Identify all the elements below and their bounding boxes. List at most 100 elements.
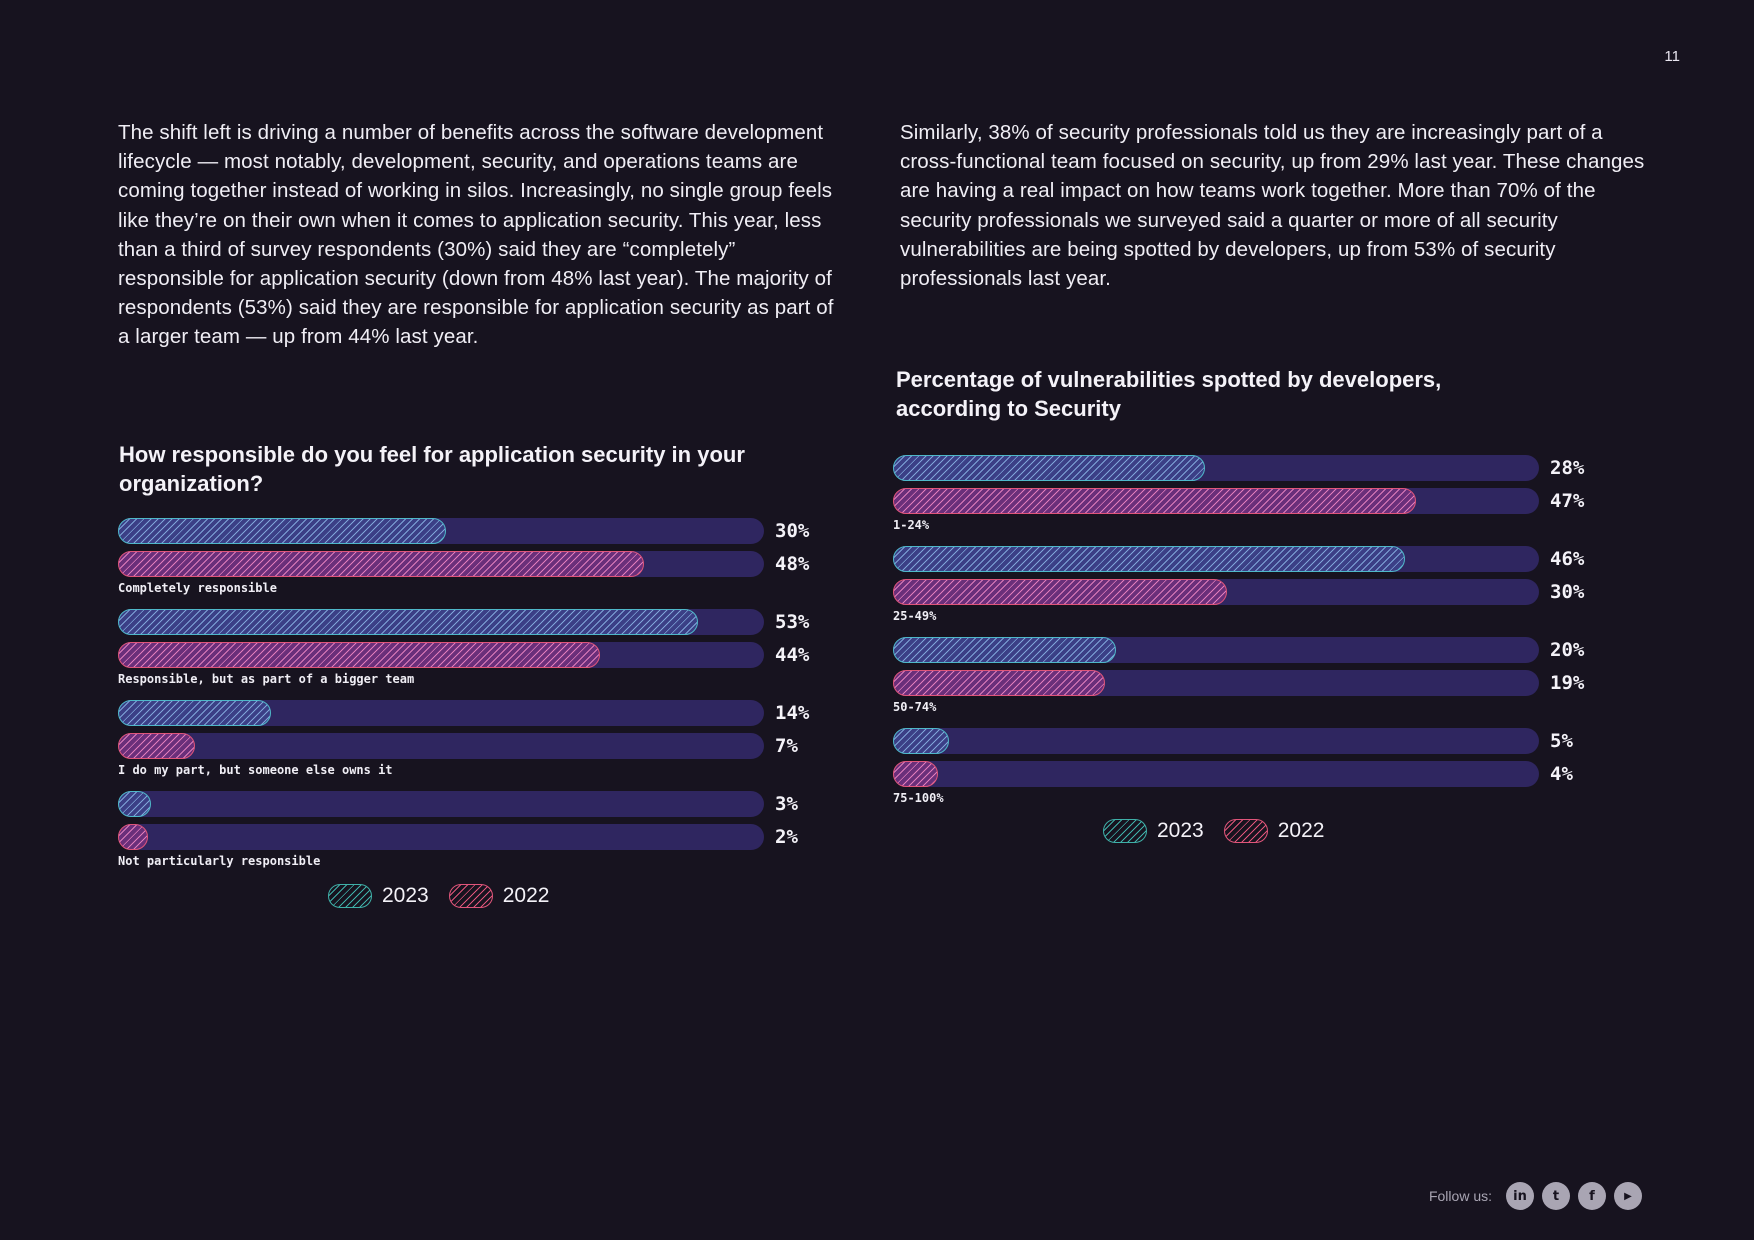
bar-2022 [893, 761, 938, 787]
bar-value-label: 30% [1550, 581, 1585, 603]
bar-value-label: 44% [775, 644, 810, 666]
bar-2022 [893, 579, 1228, 605]
legend-label-2022: 2022 [502, 884, 550, 907]
legend-swatch-2022 [1223, 819, 1268, 843]
bar-value-label: 4% [1550, 763, 1573, 785]
bar-row-2023: 53% [118, 609, 818, 635]
bar-2023 [118, 518, 447, 544]
category-label: Responsible, but as part of a bigger tea… [118, 672, 415, 686]
bar-group: 14% 7% I do my part, but someone else owns… [118, 700, 818, 783]
chart-legend-responsibility: 2023 2022 [328, 884, 559, 908]
bar-2022 [118, 642, 600, 668]
bar-track [118, 700, 764, 726]
bar-2023 [118, 791, 151, 817]
bar-track [893, 488, 1539, 514]
bar-track [893, 455, 1539, 481]
bar-group: 3% 2% Not particularly responsible [118, 791, 818, 874]
chart-title-vulnerabilities: Percentage of vulnerabilities spotted by… [896, 367, 1442, 421]
twitter-icon[interactable]: t [1542, 1182, 1570, 1210]
bar-row-2023: 14% [118, 700, 818, 726]
legend-swatch-2022 [448, 884, 493, 908]
bar-row-2022: 44% [118, 642, 818, 668]
bar-2022 [893, 670, 1105, 696]
bar-value-label: 47% [1550, 490, 1585, 512]
linkedin-icon[interactable]: in [1506, 1182, 1534, 1210]
bar-row-2023: 5% [893, 728, 1593, 754]
bar-2022 [118, 824, 148, 850]
bar-2023 [118, 700, 272, 726]
intro-paragraph-left: The shift left is driving a number of be… [118, 121, 834, 349]
page-number: 11 [1664, 48, 1680, 65]
legend-item-2022: 2022 [448, 884, 550, 908]
bar-2022 [118, 551, 644, 577]
bar-2023 [893, 637, 1116, 663]
bar-value-label: 46% [1550, 548, 1585, 570]
bar-group: 46% 30% 25-49% [893, 546, 1593, 629]
bar-row-2023: 30% [118, 518, 818, 544]
bar-row-2022: 19% [893, 670, 1593, 696]
footer-social: Follow us: in t f ▶ [1429, 1182, 1642, 1210]
bar-value-label: 48% [775, 553, 810, 575]
bar-row-2022: 47% [893, 488, 1593, 514]
bar-track [118, 733, 764, 759]
bar-2023 [893, 455, 1205, 481]
category-label: 1-24% [893, 518, 930, 532]
bar-value-label: 20% [1550, 639, 1585, 661]
facebook-icon[interactable]: f [1578, 1182, 1606, 1210]
bar-track [118, 824, 764, 850]
bar-value-label: 2% [775, 826, 798, 848]
bar-group: 28% 47% 1-24% [893, 455, 1593, 538]
bar-2023 [118, 609, 699, 635]
bar-track [118, 551, 764, 577]
bar-2022 [893, 488, 1417, 514]
legend-item-2022: 2022 [1223, 819, 1325, 843]
category-label: 75-100% [893, 791, 944, 805]
bar-row-2022: 7% [118, 733, 818, 759]
category-label: 50-74% [893, 700, 937, 714]
category-label: 25-49% [893, 609, 937, 623]
bar-track [893, 579, 1539, 605]
bar-track [118, 518, 764, 544]
bar-row-2022: 2% [118, 824, 818, 850]
legend-item-2023: 2023 [328, 884, 429, 908]
bar-value-label: 7% [775, 735, 798, 757]
vulnerabilities-chart: 28% 47% 1-24% 46% 30% 25-49% 20% 19% 50-74% 5% 4% 7… [893, 455, 1593, 819]
bar-track [893, 637, 1539, 663]
bar-value-label: 5% [1550, 730, 1573, 752]
bar-value-label: 30% [775, 520, 810, 542]
bar-track [118, 642, 764, 668]
bar-row-2023: 20% [893, 637, 1593, 663]
bar-group: 53% 44% Responsible, but as part of a bigg… [118, 609, 818, 692]
category-label: Not particularly responsible [118, 854, 321, 868]
bar-track [893, 728, 1539, 754]
bar-group: 5% 4% 75-100% [893, 728, 1593, 811]
category-label: I do my part, but someone else owns it [118, 763, 393, 777]
youtube-icon[interactable]: ▶ [1614, 1182, 1642, 1210]
bar-track [118, 791, 764, 817]
bar-track [893, 670, 1539, 696]
bar-value-label: 53% [775, 611, 810, 633]
bar-group: 20% 19% 50-74% [893, 637, 1593, 720]
legend-label-2023: 2023 [1157, 819, 1204, 842]
legend-label-2022: 2022 [1277, 819, 1325, 842]
responsibility-chart: 30% 48% Completely responsible 53% 44% Respon… [118, 518, 818, 882]
bar-row-2022: 30% [893, 579, 1593, 605]
bar-value-label: 3% [775, 793, 798, 815]
bar-row-2022: 4% [893, 761, 1593, 787]
bar-row-2023: 28% [893, 455, 1593, 481]
bar-group: 30% 48% Completely responsible [118, 518, 818, 601]
chart-legend-vulnerabilities: 2023 2022 [1103, 819, 1334, 843]
bar-row-2022: 48% [118, 551, 818, 577]
follow-us-label: Follow us: [1428, 1188, 1492, 1204]
bar-value-label: 28% [1550, 457, 1585, 479]
category-label: Completely responsible [118, 581, 277, 595]
legend-label-2023: 2023 [382, 884, 429, 907]
bar-2023 [893, 546, 1406, 572]
bar-2023 [893, 728, 949, 754]
legend-swatch-2023 [328, 884, 372, 908]
bar-row-2023: 3% [118, 791, 818, 817]
bar-value-label: 19% [1550, 672, 1585, 694]
bar-track [893, 546, 1539, 572]
legend-swatch-2023 [1103, 819, 1147, 843]
chart-title-responsibility: How responsible do you feel for applicat… [119, 442, 745, 496]
